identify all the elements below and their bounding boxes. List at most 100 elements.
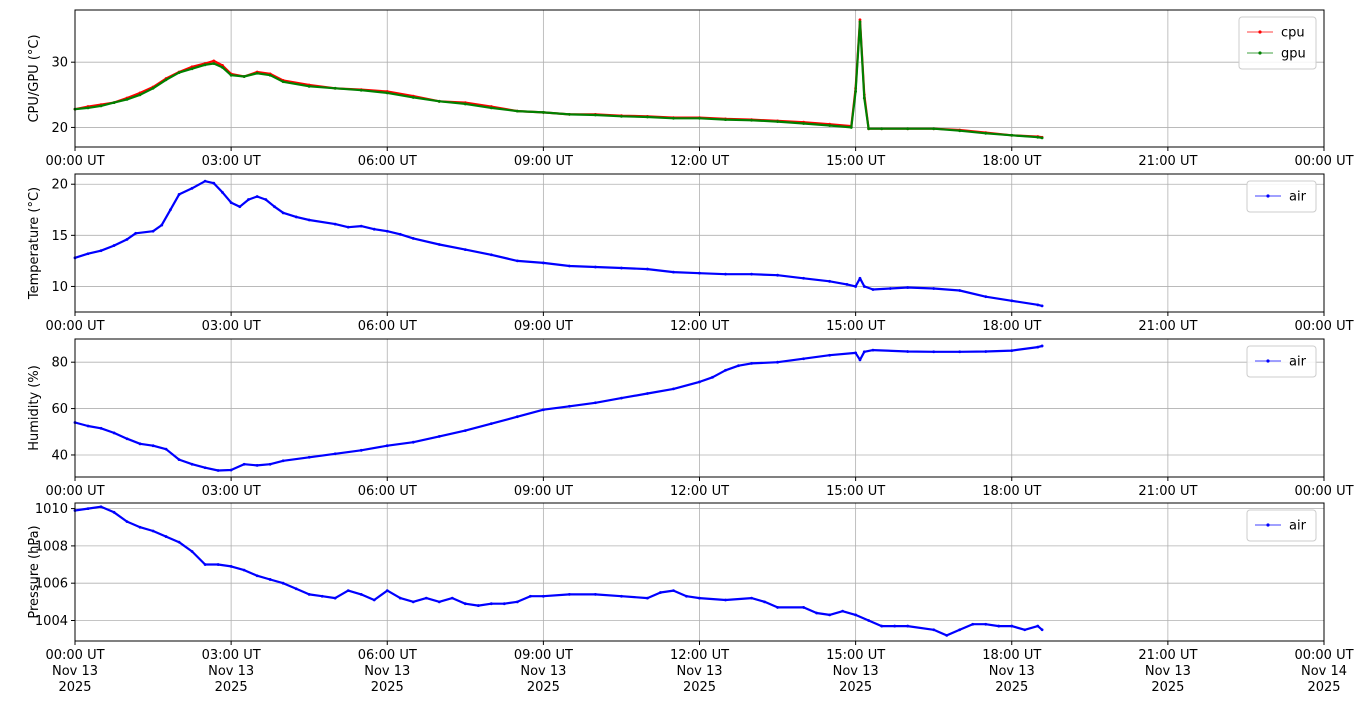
data-point — [776, 360, 779, 364]
y-tick-label: 80 — [51, 356, 68, 371]
data-point — [203, 63, 207, 67]
data-point — [594, 401, 597, 405]
data-point — [212, 59, 216, 63]
data-point — [437, 435, 441, 438]
data-point — [112, 431, 116, 435]
data-point — [958, 350, 962, 354]
data-point — [567, 112, 571, 116]
chart-panel-3: 40 60 80 00:00 UT 03:00 UT 06:00 UT 09:00 UT 12… — [27, 338, 1354, 499]
data-point — [281, 581, 285, 585]
x-tick-label: 12:00 UT — [670, 484, 729, 499]
series-points-air — [73, 344, 1044, 472]
data-point — [151, 229, 155, 233]
data-point — [359, 224, 363, 228]
data-point — [99, 249, 103, 253]
data-point — [221, 191, 224, 194]
data-point — [86, 106, 90, 110]
data-point — [151, 444, 155, 448]
data-point — [112, 510, 116, 514]
data-point — [1010, 133, 1014, 137]
x-tick-label: 00:00 UT — [45, 154, 104, 169]
data-point — [724, 272, 727, 276]
data-point — [1036, 303, 1040, 307]
data-point — [99, 505, 103, 509]
data-point — [177, 71, 181, 75]
legend-label-gpu: gpu — [1281, 47, 1306, 62]
data-point — [242, 462, 246, 466]
data-point — [862, 350, 866, 354]
x-tick-label: 18:00 UT Nov 13 2025 — [982, 648, 1041, 695]
series-line-air — [74, 505, 1043, 637]
legend-label-air: air — [1289, 355, 1307, 370]
data-point — [763, 600, 766, 604]
data-point — [86, 424, 90, 428]
data-point — [845, 283, 849, 286]
data-point — [160, 223, 164, 227]
data-point — [854, 351, 858, 355]
data-point — [203, 563, 207, 566]
data-point — [190, 462, 194, 466]
data-point — [247, 198, 250, 201]
data-point — [515, 600, 519, 604]
legend-box — [1246, 509, 1317, 542]
data-point — [620, 266, 623, 270]
data-point — [99, 104, 103, 108]
legend-label-cpu: cpu — [1281, 26, 1305, 41]
x-tick-label: 03:00 UT — [202, 319, 261, 334]
data-point — [242, 75, 246, 78]
data-point — [541, 261, 545, 265]
legend: cpu gpu — [1238, 16, 1317, 70]
data-point — [1040, 304, 1044, 308]
data-point — [854, 285, 858, 288]
data-point — [216, 469, 220, 472]
data-point — [862, 96, 866, 100]
data-point — [281, 459, 285, 463]
data-point — [893, 624, 897, 628]
data-point — [1010, 624, 1014, 628]
data-point — [672, 270, 675, 274]
data-point — [221, 66, 224, 69]
data-point — [945, 634, 949, 637]
data-point — [802, 357, 805, 361]
y-axis-label: Temperature (°C) — [27, 187, 42, 300]
x-tick-label: 06:00 UT — [358, 319, 417, 334]
data-point — [151, 529, 155, 533]
data-point — [711, 375, 714, 379]
grid — [74, 174, 1325, 312]
legend-box — [1246, 345, 1317, 378]
data-point — [698, 380, 701, 384]
data-point — [281, 80, 285, 84]
data-point — [750, 361, 753, 365]
x-tick-label: 09:00 UT — [514, 484, 573, 499]
y-tick-label: 15 — [51, 229, 68, 244]
x-tick-label: 03:00 UT — [202, 154, 261, 169]
data-point — [528, 594, 532, 598]
data-point — [594, 592, 597, 596]
legend-marker — [1266, 359, 1270, 363]
data-point — [776, 606, 779, 609]
data-point — [294, 215, 298, 219]
x-tick-label: 21:00 UT — [1138, 319, 1197, 334]
chart-panel-1: 20 30 00:00 UT 03:00 UT 06:00 UT 09:00 UT 12:0… — [27, 9, 1354, 169]
y-tick-label: 1008 — [35, 539, 68, 554]
data-point — [672, 387, 675, 391]
legend-marker — [1258, 30, 1262, 34]
data-point — [502, 602, 506, 606]
data-point — [190, 550, 194, 553]
x-tick-label: 00:00 UT — [45, 319, 104, 334]
data-point — [177, 458, 181, 462]
data-point — [828, 124, 832, 127]
data-point — [138, 442, 142, 446]
data-point — [698, 116, 701, 120]
x-tick-label: 18:00 UT — [982, 319, 1041, 334]
data-point — [515, 259, 519, 263]
data-point — [672, 589, 675, 593]
x-tick-label: 21:00 UT — [1138, 484, 1197, 499]
data-point — [255, 71, 259, 75]
legend: air — [1246, 180, 1317, 213]
legend-marker — [1258, 51, 1262, 55]
data-point — [385, 229, 389, 233]
data-point — [906, 350, 910, 353]
data-point — [802, 606, 805, 609]
x-tick-label: 09:00 UT — [514, 154, 573, 169]
